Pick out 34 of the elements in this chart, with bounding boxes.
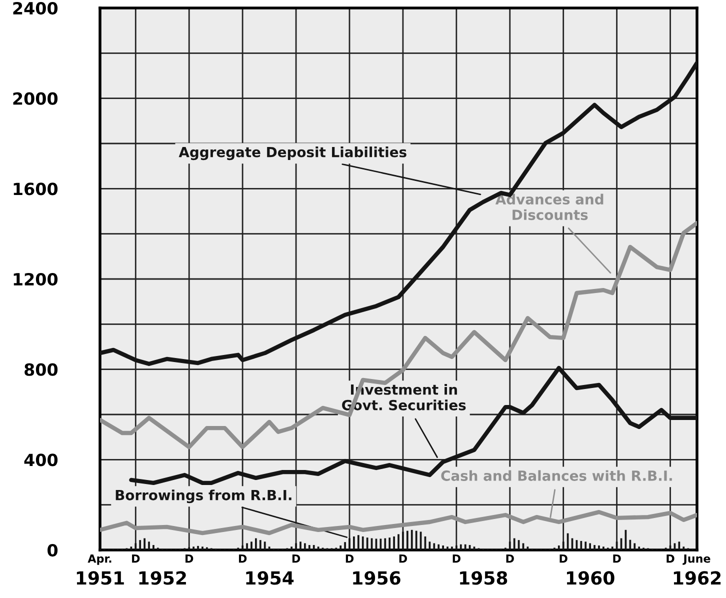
x-tick-label: D — [186, 554, 194, 563]
line-series — [100, 220, 697, 450]
y-tick-label: 2000 — [13, 92, 58, 105]
line-series — [129, 366, 697, 486]
y-tick-label: 0 — [48, 544, 58, 557]
annotation: Cash and Balances with R.B.I. — [441, 470, 672, 481]
x-tick-label: D — [506, 554, 514, 563]
x-tick-label: D — [613, 554, 621, 563]
x2-tick-label: 1951 — [76, 571, 124, 585]
annotation: Advances and Discounts — [495, 194, 604, 220]
x2-tick-label: 1962 — [674, 571, 721, 585]
y-tick-label: 1200 — [14, 272, 58, 286]
x2-tick-label: 1960 — [566, 571, 614, 585]
x-tick-label: June — [682, 554, 710, 565]
annotation: Borrowings from R.B.I. — [116, 490, 292, 504]
x-tick-label: D — [346, 554, 354, 563]
x-tick-label: D — [560, 554, 568, 563]
x-tick-label: D — [292, 554, 300, 563]
x-tick-label: Apr. — [88, 554, 112, 565]
y-tick-label: 800 — [24, 363, 58, 376]
x-tick-label: D — [666, 554, 674, 563]
y-tick-label: 400 — [24, 454, 58, 466]
annotation: Aggregate Deposit Liabilities — [178, 146, 406, 160]
x-tick-label: D — [238, 554, 247, 563]
x-tick-label: D — [132, 554, 140, 563]
x2-tick-label: 1956 — [353, 571, 400, 585]
x2-tick-label: 1958 — [460, 571, 508, 585]
y-tick-label: 2400 — [13, 2, 58, 15]
y-tick-label: 1600 — [14, 182, 58, 196]
x2-tick-label: 1954 — [246, 571, 294, 585]
x2-tick-label: 1952 — [139, 571, 186, 585]
line-series — [100, 60, 697, 366]
x-tick-label: D — [399, 554, 407, 563]
x-tick-label: D — [452, 554, 460, 563]
